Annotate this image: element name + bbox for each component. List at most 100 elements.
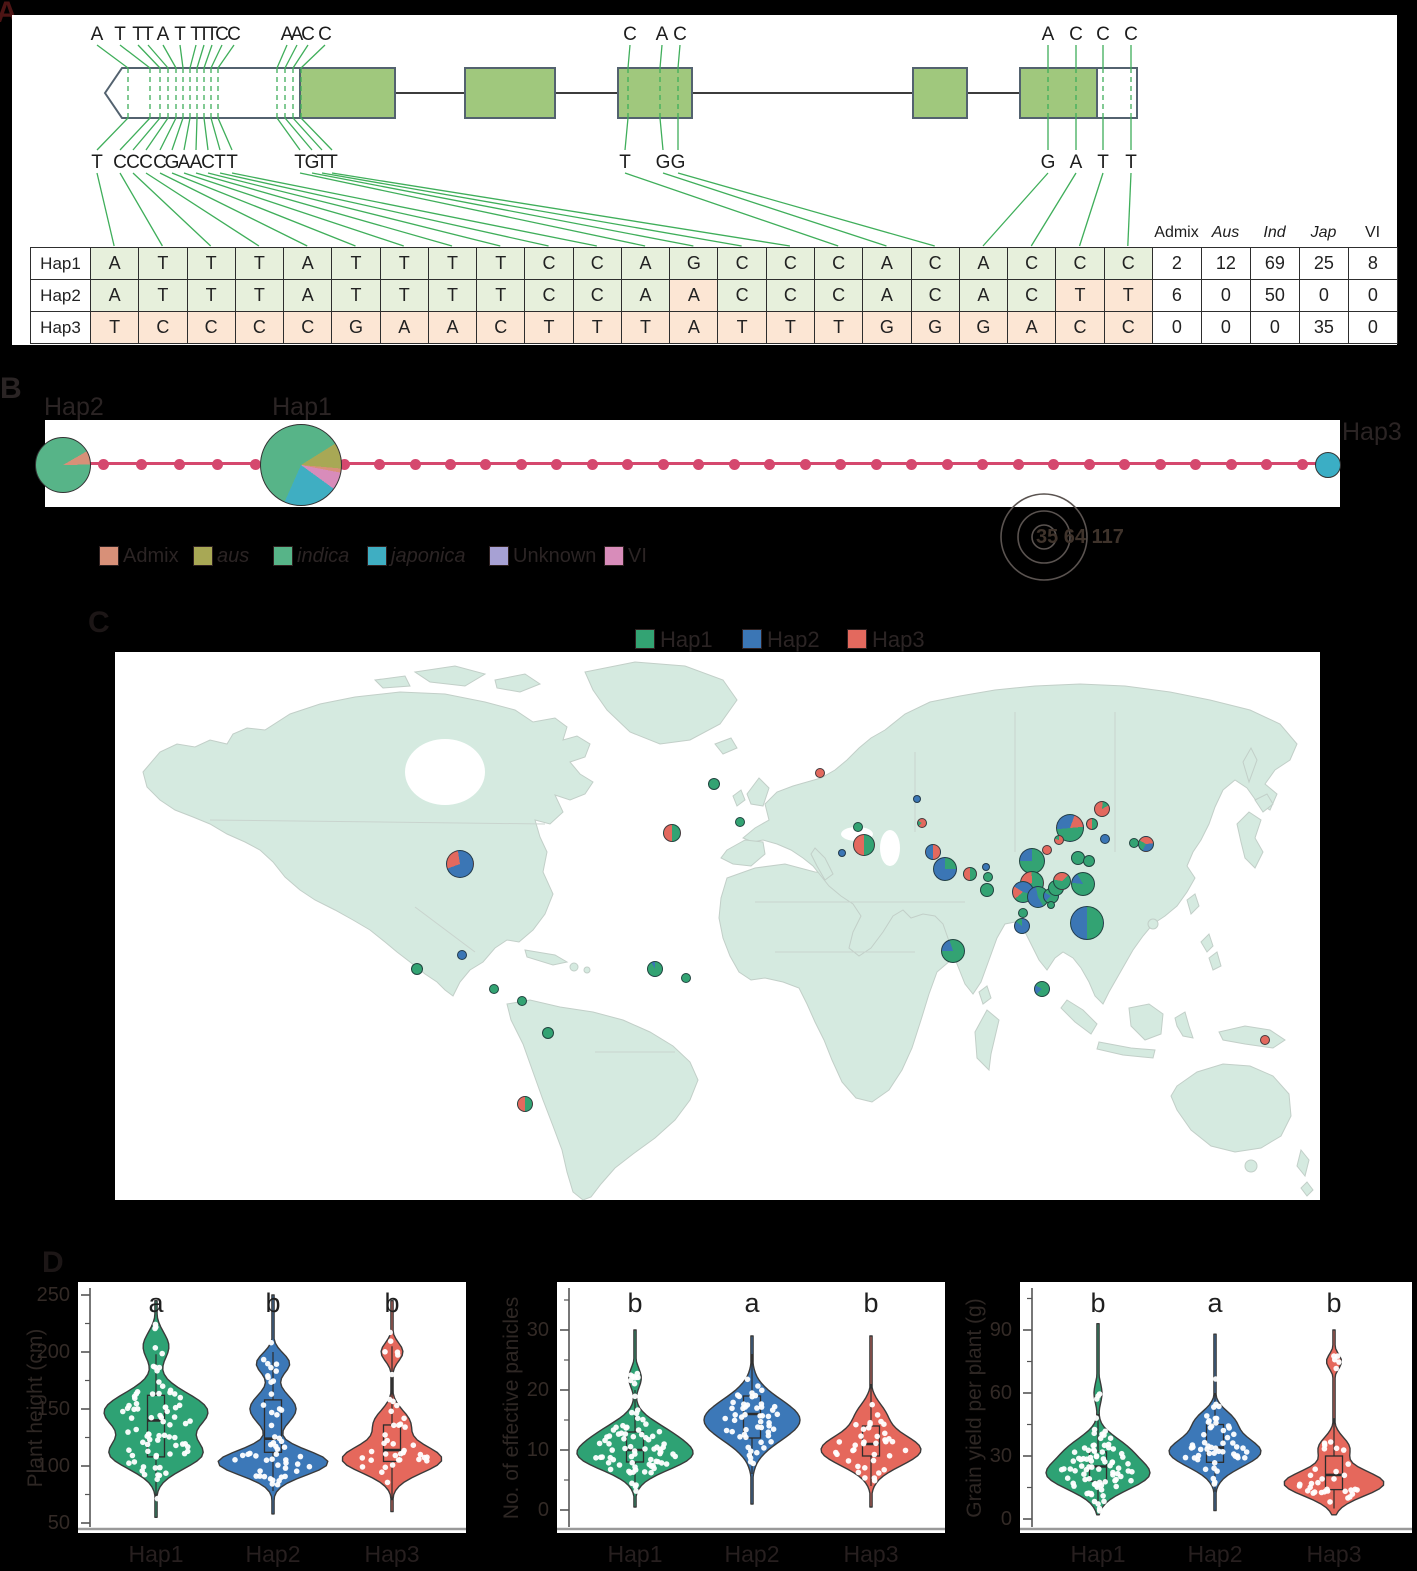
mutation-step-dot <box>1119 458 1131 470</box>
jitter-dot <box>1220 1427 1227 1434</box>
svg-text:T: T <box>206 24 218 45</box>
hap-base-cell: T <box>91 312 140 344</box>
hap-count-cell: 50 <box>1250 280 1300 312</box>
jitter-dot <box>283 1460 289 1466</box>
hap-base-cell: A <box>621 280 671 312</box>
jitter-dot <box>257 1468 263 1474</box>
jitter-dot <box>1110 1472 1116 1478</box>
svg-text:T: T <box>198 24 210 45</box>
jitter-dot <box>853 1421 859 1428</box>
hap-base-cell: T <box>332 280 381 312</box>
mutation-step-dot <box>1296 458 1308 470</box>
jitter-dot <box>159 1350 165 1357</box>
jitter-dot <box>1096 1508 1103 1514</box>
jitter-dot <box>643 1434 649 1441</box>
jitter-dot <box>274 1412 280 1418</box>
jitter-dot <box>1211 1460 1218 1466</box>
mutation-step-dot <box>551 458 563 470</box>
mutation-step-dot <box>409 458 421 470</box>
jitter-dot <box>758 1439 764 1446</box>
jitter-dot <box>622 1445 628 1452</box>
hap-count-cell: 0 <box>1348 280 1398 312</box>
jitter-dot <box>156 1390 162 1397</box>
jitter-dot <box>621 1436 627 1442</box>
hap-base-cell: C <box>235 312 285 344</box>
map-pie <box>925 844 941 860</box>
count-header: Admix <box>1154 224 1199 241</box>
box-plot <box>263 1399 283 1453</box>
hap-base-cell: T <box>477 248 526 280</box>
jitter-dot <box>391 1422 397 1429</box>
y-tick-label: 150 <box>36 1398 70 1420</box>
network-label-hap1: Hap1 <box>272 393 332 421</box>
svg-text:A: A <box>291 24 304 45</box>
jitter-dot <box>1081 1471 1087 1477</box>
jitter-dot <box>263 1457 270 1463</box>
jitter-dot <box>656 1428 663 1435</box>
jitter-dot <box>631 1380 638 1387</box>
jitter-dot <box>278 1438 285 1445</box>
hap-table-headers: Admix Aus Ind Jap VI <box>1152 224 1397 242</box>
jitter-dot <box>1071 1449 1078 1455</box>
hap-base-cell: T <box>477 280 526 312</box>
jitter-dot <box>1331 1476 1337 1482</box>
jitter-dot <box>871 1451 878 1458</box>
hap-base-cell: T <box>187 280 236 312</box>
hap-base-cell: A <box>670 312 719 344</box>
jitter-dot <box>1080 1455 1087 1462</box>
hap-base-cell: T <box>332 248 381 280</box>
jitter-dot <box>1093 1415 1099 1421</box>
map-pie <box>663 824 681 842</box>
hap-count-cell: 2 <box>1152 248 1202 280</box>
jitter-dot <box>1214 1468 1220 1474</box>
jitter-dot <box>268 1379 274 1385</box>
jitter-dot <box>1206 1450 1213 1457</box>
jitter-dot <box>382 1451 389 1457</box>
hap-base-cell: C <box>1104 248 1153 280</box>
x-category-label: Hap1 <box>1070 1541 1126 1567</box>
jitter-dot <box>630 1469 636 1475</box>
exon-box <box>1019 67 1098 119</box>
jitter-dot <box>421 1454 428 1461</box>
jitter-dot <box>282 1465 289 1471</box>
jitter-dot <box>140 1439 146 1446</box>
jitter-dot <box>359 1455 366 1461</box>
hap-count-cell: 35 <box>1299 312 1349 344</box>
hap-base-cell: C <box>477 312 526 344</box>
jitter-dot <box>858 1433 864 1439</box>
jitter-dot <box>886 1453 893 1459</box>
map-pie <box>735 817 745 827</box>
jitter-dot <box>757 1418 764 1425</box>
map-pie <box>1138 836 1154 852</box>
map-legend-label-hap2: Hap2 <box>767 627 820 652</box>
mutation-step-dot <box>977 458 989 470</box>
jitter-dot <box>1208 1423 1215 1429</box>
mutation-step-dot <box>1048 458 1060 470</box>
y-axis-title: Grain yield per plant (g) <box>963 1297 986 1518</box>
jitter-dot <box>156 1379 162 1385</box>
jitter-dot <box>723 1427 730 1434</box>
map-pie <box>983 872 993 882</box>
map-pie <box>853 822 863 832</box>
hap-base-cell: C <box>911 248 960 280</box>
svg-text:C: C <box>673 24 687 45</box>
mutation-step-dot <box>728 458 740 470</box>
map-pie <box>980 883 994 897</box>
x-category-label: Hap3 <box>364 1541 420 1567</box>
jitter-dot <box>602 1437 608 1444</box>
map-pie <box>1086 818 1098 830</box>
hap-count-cell: 0 <box>1250 312 1300 344</box>
jitter-dot <box>1099 1449 1106 1455</box>
jitter-dot <box>1201 1431 1207 1438</box>
jitter-dot <box>1076 1455 1082 1462</box>
hap-base-cell: T <box>187 248 236 280</box>
hap-base-cell: G <box>959 312 1009 344</box>
svg-text:T: T <box>142 24 154 45</box>
jitter-dot <box>658 1460 665 1466</box>
jitter-dot <box>126 1460 132 1466</box>
jitter-dot <box>1201 1439 1208 1446</box>
jitter-dot <box>173 1442 179 1449</box>
jitter-dot <box>1128 1477 1134 1484</box>
jitter-dot <box>902 1447 909 1454</box>
